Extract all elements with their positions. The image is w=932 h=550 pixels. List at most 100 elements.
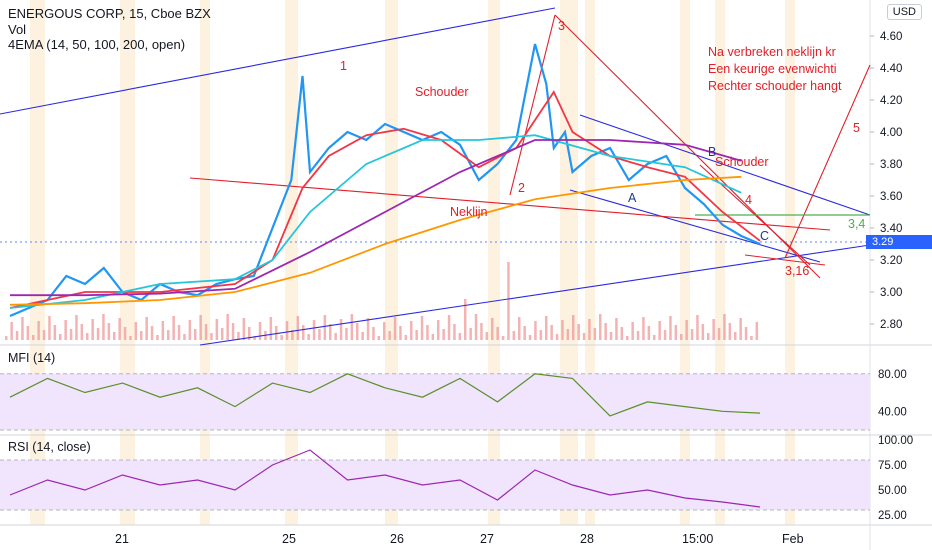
volume-bar-56 xyxy=(307,334,310,340)
volume-bar-32 xyxy=(177,325,181,340)
volume-bar-71 xyxy=(388,331,391,340)
session-shade-4 xyxy=(385,0,398,525)
volume-bar-84 xyxy=(458,333,462,340)
volume-bar-46 xyxy=(253,336,256,340)
volume-bar-27 xyxy=(150,326,154,340)
volume-bar-95 xyxy=(518,317,521,340)
y-tick-7: 4.20 xyxy=(880,95,902,107)
volume-bar-17 xyxy=(96,328,100,340)
volume-bar-9 xyxy=(53,325,57,340)
x-tick-1: 25 xyxy=(282,532,296,546)
volume-bar-35 xyxy=(194,329,197,340)
trendline-blue-1 xyxy=(199,244,871,346)
session-shade-9 xyxy=(715,0,725,525)
trendline-blue-3 xyxy=(569,189,821,263)
volume-bar-4 xyxy=(26,326,30,340)
volume-bar-73 xyxy=(399,326,402,340)
volume-bar-15 xyxy=(86,333,89,340)
volume-bar-36 xyxy=(199,315,202,340)
volume-bar-11 xyxy=(64,320,67,340)
session-shade-7 xyxy=(585,0,595,525)
note-line-1: Na verbreken neklijn kr xyxy=(708,45,836,59)
volume-bar-24 xyxy=(134,322,138,340)
rsi-tick-3: 100.00 xyxy=(878,435,913,447)
volume-bar-131 xyxy=(712,319,715,340)
wave-4-label: 4 xyxy=(745,193,752,207)
volume-bar-44 xyxy=(242,318,246,340)
volume-bar-49 xyxy=(269,317,273,340)
schouder-left-label: Schouder xyxy=(415,85,469,99)
volume-bar-16 xyxy=(91,319,94,340)
trendline-blue-0 xyxy=(0,7,556,115)
last-price-tag: 3.29 xyxy=(866,235,932,249)
volume-bar-114 xyxy=(620,327,624,340)
volume-bar-132 xyxy=(717,328,721,340)
volume-bar-79 xyxy=(431,334,435,340)
volume-bar-94 xyxy=(512,331,516,340)
volume-bar-25 xyxy=(140,331,143,340)
volume-bar-89 xyxy=(485,332,489,340)
volume-bar-12 xyxy=(69,329,73,340)
volume-bar-23 xyxy=(129,336,132,340)
volume-bar-26 xyxy=(145,317,148,340)
volume-bar-108 xyxy=(588,319,591,340)
mfi-tick-1: 80.00 xyxy=(878,369,907,381)
neklijn-label: Neklijn xyxy=(450,205,488,219)
volume-bar-52 xyxy=(285,321,289,340)
trendline-red-1 xyxy=(509,14,556,196)
series-50 xyxy=(9,134,742,309)
volume-bar-53 xyxy=(291,330,294,340)
volume-bar-116 xyxy=(631,322,634,340)
volume-bar-134 xyxy=(728,323,732,340)
volume-bar-106 xyxy=(577,324,580,340)
volume-bar-58 xyxy=(318,329,321,340)
volume-bar-138 xyxy=(750,336,753,340)
volume-bar-83 xyxy=(453,324,456,340)
volume-bar-97 xyxy=(528,335,532,340)
series-price xyxy=(9,43,761,318)
volume-bar-51 xyxy=(280,335,283,340)
currency-badge[interactable]: USD xyxy=(886,4,922,20)
wave-1-label: 1 xyxy=(340,59,347,73)
volume-bar-70 xyxy=(383,322,386,340)
mfi-label: MFI (14) xyxy=(8,351,56,365)
session-shade-1 xyxy=(120,0,135,525)
session-shade-5 xyxy=(488,0,500,525)
target-label-2: 3,16 xyxy=(785,264,809,278)
volume-bar-107 xyxy=(582,333,586,340)
wave-5-label: 5 xyxy=(853,121,860,135)
series-200 xyxy=(9,175,742,306)
rsi-tick-2: 75.00 xyxy=(878,460,907,472)
target-label-1: 3,4 xyxy=(848,217,865,231)
volume-bar-92 xyxy=(501,336,505,340)
volume-bar-109 xyxy=(593,328,597,340)
volume-bar-123 xyxy=(669,316,672,340)
volume-bar-3 xyxy=(21,317,24,340)
y-tick-4: 3.60 xyxy=(880,191,902,203)
volume-bar-68 xyxy=(372,327,375,340)
volume-label: Vol xyxy=(8,22,27,37)
volume-bar-104 xyxy=(566,329,570,340)
volume-bar-98 xyxy=(534,321,537,340)
volume-bar-20 xyxy=(113,332,116,340)
wave-A-label: A xyxy=(628,191,637,205)
volume-bar-77 xyxy=(420,316,424,340)
rsi-line xyxy=(9,449,761,508)
volume-bar-78 xyxy=(426,325,429,340)
session-shade-10 xyxy=(785,0,795,525)
volume-bar-91 xyxy=(496,327,499,340)
volume-bar-33 xyxy=(183,334,186,340)
volume-bar-103 xyxy=(561,320,564,340)
volume-bar-117 xyxy=(636,331,640,340)
volume-bar-110 xyxy=(599,314,602,340)
volume-bar-130 xyxy=(707,333,710,340)
volume-bar-64 xyxy=(350,314,354,340)
mfi-line xyxy=(9,373,761,417)
volume-bar-121 xyxy=(658,321,661,340)
note-line-2: Een keurige evenwichti xyxy=(708,62,837,76)
mfi-band xyxy=(0,373,870,430)
volume-bar-128 xyxy=(696,315,699,340)
volume-bar-93 xyxy=(507,262,510,340)
volume-bar-8 xyxy=(48,316,51,340)
